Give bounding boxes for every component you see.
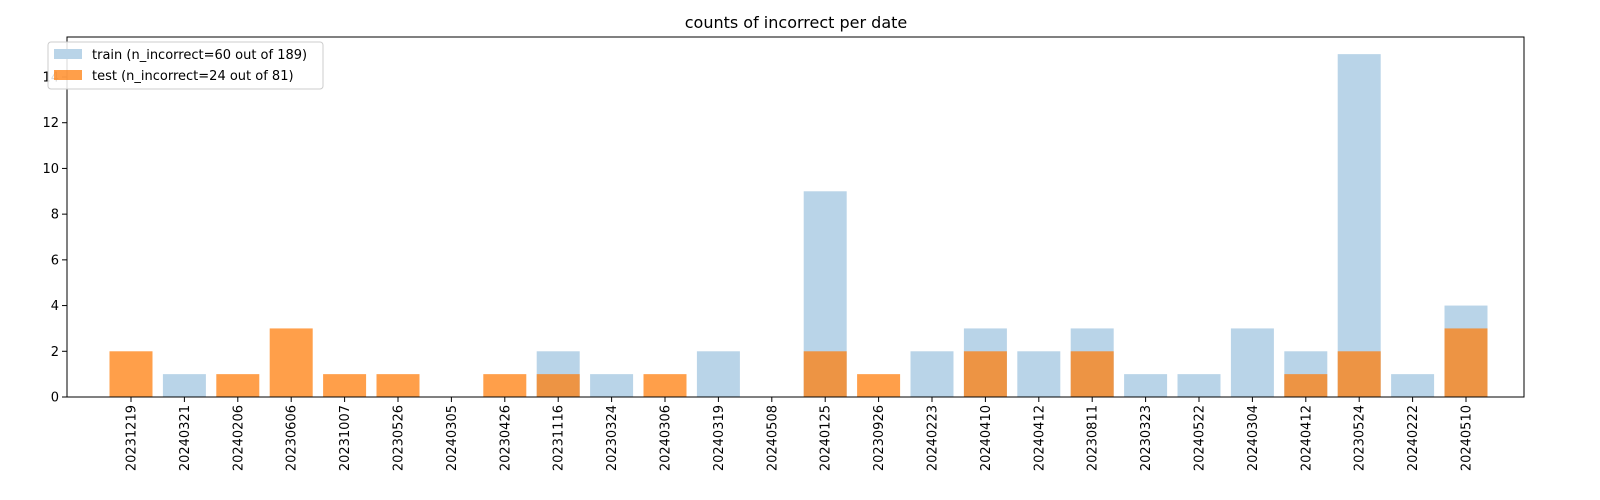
x-tick-label: 20240412 xyxy=(1299,405,1314,471)
legend-label: test (n_incorrect=24 out of 81) xyxy=(92,69,294,84)
y-tick-label: 6 xyxy=(51,253,59,268)
y-tick-label: 12 xyxy=(42,116,59,131)
x-tick-label: 20230811 xyxy=(1086,405,1101,471)
bar xyxy=(536,374,580,397)
bar xyxy=(1444,328,1488,397)
x-tick-label: 20240412 xyxy=(1032,405,1047,471)
y-tick-label: 4 xyxy=(51,299,59,314)
bar xyxy=(1337,54,1381,397)
bar xyxy=(1124,374,1168,397)
bar xyxy=(1337,351,1381,397)
x-tick-label: 20240222 xyxy=(1406,405,1421,471)
x-tick-label: 20240522 xyxy=(1193,405,1208,471)
bar xyxy=(1284,374,1328,397)
bar xyxy=(696,351,740,397)
x-tick-label: 20240305 xyxy=(445,405,460,471)
bar xyxy=(803,351,847,397)
x-tick-label: 20231007 xyxy=(338,405,353,471)
x-tick-label: 20231219 xyxy=(125,405,140,471)
legend-box xyxy=(47,41,324,90)
y-tick-label: 8 xyxy=(51,208,59,223)
legend: train (n_incorrect=60 out of 189) test (n… xyxy=(47,41,324,90)
x-tick-label: 20240508 xyxy=(765,405,780,471)
bar xyxy=(643,374,687,397)
legend-swatch xyxy=(54,70,82,80)
bar xyxy=(1017,351,1061,397)
x-tick-label: 20230323 xyxy=(1139,405,1154,471)
x-tick-label: 20231116 xyxy=(552,405,567,471)
y-tick-label: 2 xyxy=(51,345,59,360)
legend-label: train (n_incorrect=60 out of 189) xyxy=(92,48,307,63)
x-tick-label: 20230926 xyxy=(872,405,887,471)
x-tick-label: 20230606 xyxy=(285,405,300,471)
x-tick-label: 20240321 xyxy=(178,405,193,471)
bar xyxy=(910,351,954,397)
bar xyxy=(963,351,1007,397)
bar xyxy=(590,374,634,397)
bar xyxy=(109,351,153,397)
bar xyxy=(1230,328,1274,397)
x-tick-label: 20240306 xyxy=(659,405,674,471)
x-tick-label: 20240510 xyxy=(1460,405,1475,471)
x-tick-label: 20240410 xyxy=(979,405,994,471)
series-test xyxy=(109,328,1488,397)
y-tick-label: 0 xyxy=(51,391,59,406)
legend-swatch xyxy=(54,49,82,59)
bar xyxy=(483,374,527,397)
chart-title: counts of incorrect per date xyxy=(685,13,908,32)
bar xyxy=(216,374,260,397)
bar xyxy=(1177,374,1221,397)
x-tick-label: 20230524 xyxy=(1353,405,1368,471)
x-tick-label: 20240125 xyxy=(819,405,834,471)
x-tick-label: 20230526 xyxy=(392,405,407,471)
x-tick-label: 20230324 xyxy=(605,405,620,471)
bar xyxy=(857,374,901,397)
bar xyxy=(269,328,313,397)
x-tick-label: 20240319 xyxy=(712,405,727,471)
y-tick-label: 10 xyxy=(42,162,59,177)
x-tick-label: 20240223 xyxy=(926,405,941,471)
bar xyxy=(323,374,367,397)
x-tick-label: 20240304 xyxy=(1246,405,1261,471)
bar xyxy=(1391,374,1435,397)
x-tick-label: 20240206 xyxy=(231,405,246,471)
axes-frame xyxy=(66,36,1525,398)
plot-area: 0246810121420231219202403212024020620230… xyxy=(42,36,1525,471)
bar xyxy=(162,374,206,397)
series-train xyxy=(162,54,1488,397)
bar xyxy=(1070,351,1114,397)
x-tick-label: 20230426 xyxy=(498,405,513,471)
bar xyxy=(376,374,420,397)
